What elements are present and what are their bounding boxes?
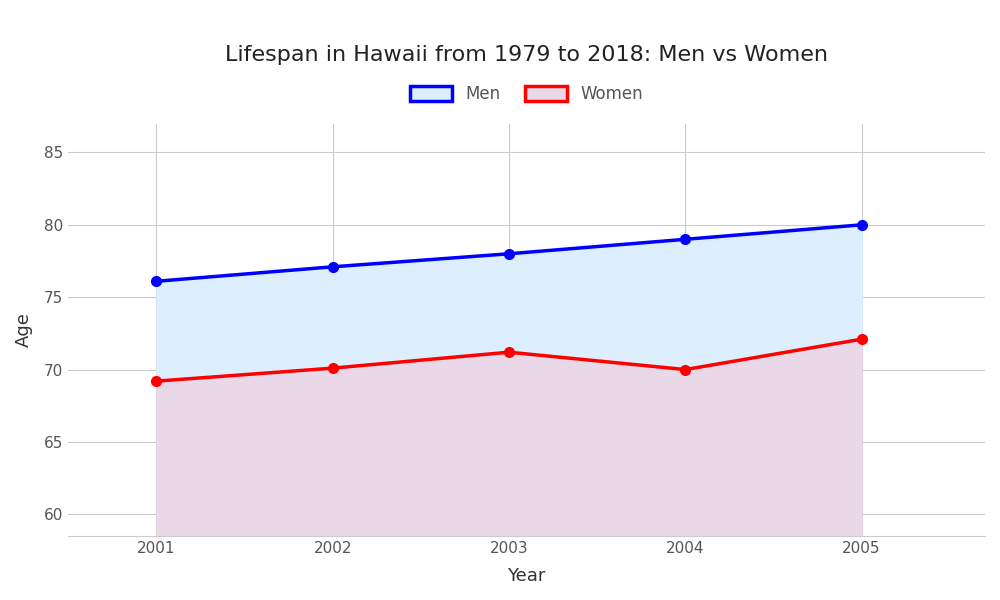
X-axis label: Year: Year <box>507 567 546 585</box>
Title: Lifespan in Hawaii from 1979 to 2018: Men vs Women: Lifespan in Hawaii from 1979 to 2018: Me… <box>225 45 828 65</box>
Y-axis label: Age: Age <box>15 313 33 347</box>
Legend: Men, Women: Men, Women <box>404 78 650 110</box>
